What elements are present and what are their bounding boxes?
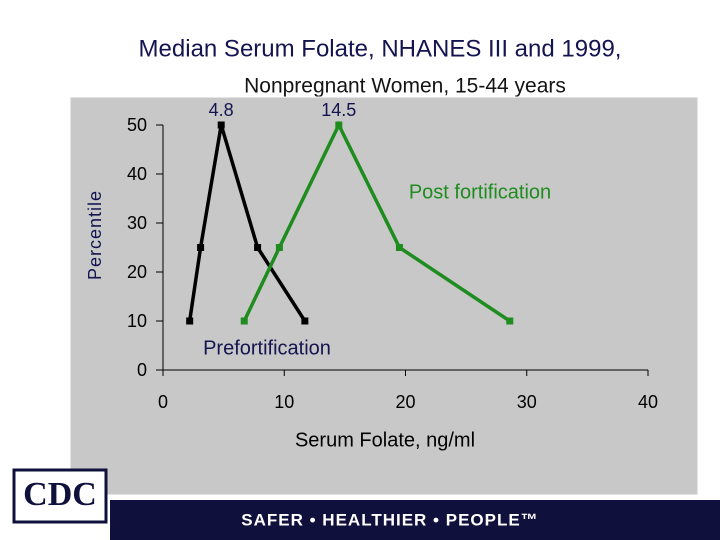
y-tick-label: 50 <box>127 115 147 135</box>
x-tick-label: 0 <box>158 392 168 412</box>
y-tick-label: 30 <box>127 213 147 233</box>
x-tick-label: 20 <box>395 392 415 412</box>
marker <box>395 244 403 251</box>
peak-label: 14.5 <box>321 100 356 120</box>
marker <box>240 317 248 325</box>
x-tick-label: 40 <box>638 392 658 412</box>
footer-bar <box>110 500 720 540</box>
chart-subtitle: Nonpregnant Women, 15-44 years <box>244 75 566 98</box>
marker <box>506 317 514 325</box>
marker <box>197 244 205 251</box>
marker <box>186 317 194 325</box>
peak-label: 4.8 <box>209 100 234 120</box>
y-tick-label: 0 <box>137 360 147 380</box>
tagline: SAFER • HEALTHIER • PEOPLE™ <box>241 510 538 529</box>
chart-panel <box>69 96 699 496</box>
y-tick-label: 20 <box>127 262 147 282</box>
marker <box>254 244 262 251</box>
y-tick-label: 40 <box>127 164 147 184</box>
chart-title: Median Serum Folate, NHANES III and 1999… <box>139 35 622 62</box>
marker <box>275 244 283 251</box>
y-tick-label: 10 <box>127 311 147 331</box>
logo-box <box>12 468 108 524</box>
marker <box>335 121 343 129</box>
logo: CDC <box>23 476 97 513</box>
series-label: Post fortification <box>409 181 551 203</box>
marker <box>301 317 309 325</box>
y-axis-label: Percentile <box>85 190 105 280</box>
series-label: Prefortification <box>203 337 331 359</box>
x-tick-label: 10 <box>274 392 294 412</box>
x-axis-label: Serum Folate, ng/ml <box>295 429 475 451</box>
marker <box>217 121 225 129</box>
x-tick-label: 30 <box>517 392 537 412</box>
